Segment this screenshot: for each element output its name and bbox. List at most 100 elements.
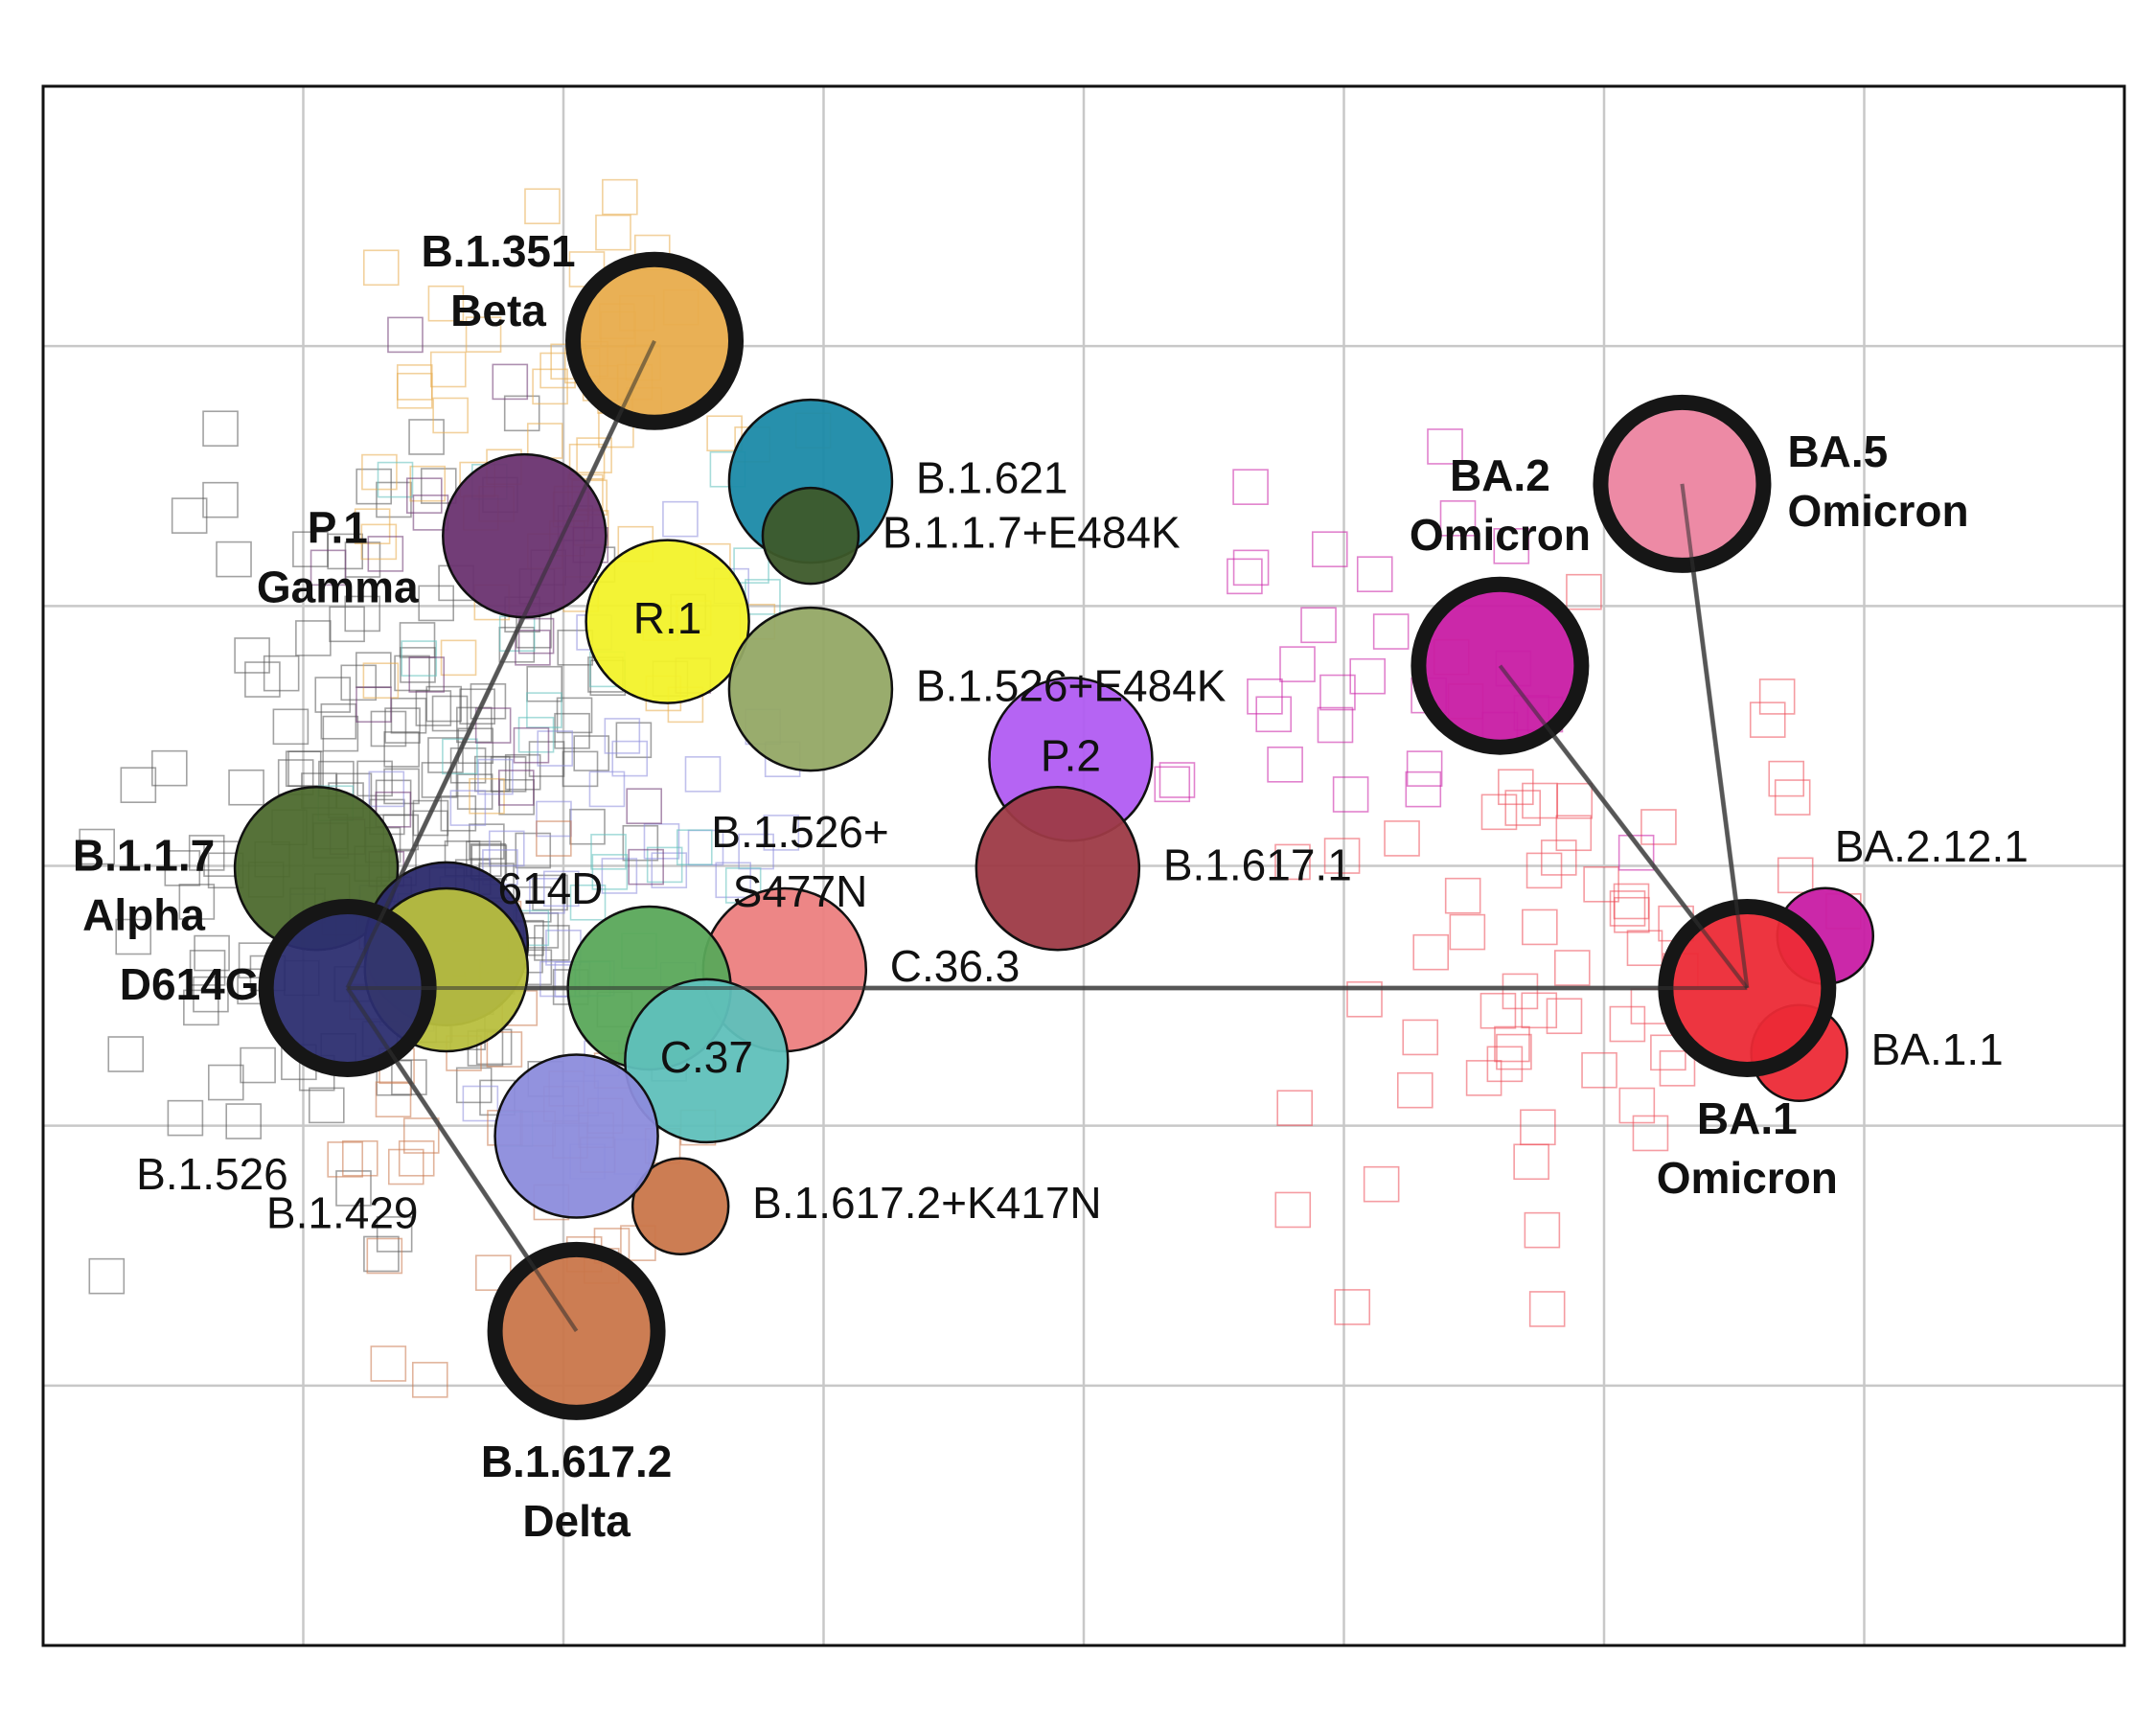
serum-square [1363, 1165, 1400, 1203]
label-b1351-0: B.1.351 [421, 226, 575, 276]
serum-square [420, 468, 457, 504]
serum-square [469, 777, 505, 815]
serum-square [88, 1257, 126, 1295]
serum-square [1758, 678, 1796, 715]
serum-square [1522, 782, 1558, 819]
serum-square [601, 858, 638, 894]
serum-square [488, 830, 525, 867]
serum-square [402, 1117, 440, 1154]
serum-square [427, 737, 464, 773]
serum-square [394, 655, 430, 692]
antigen-b117e484k [761, 486, 860, 586]
serum-square [314, 677, 352, 713]
serum-square [362, 662, 400, 699]
serum-square [595, 214, 631, 251]
label-p1-1: Gamma [257, 562, 419, 611]
serum-square [1626, 930, 1663, 967]
label-b1526s477n-1: S477N [733, 866, 868, 916]
serum-square [360, 523, 398, 561]
serum-square [1232, 469, 1269, 505]
serum-square [1522, 908, 1558, 946]
serum-square [356, 686, 392, 724]
serum-square [1405, 770, 1442, 808]
serum-square [470, 682, 507, 720]
serum-square [189, 950, 226, 986]
antigen-b1617k [631, 1157, 730, 1255]
label-b117-1: Alpha [82, 889, 205, 939]
serum-square [1524, 1211, 1561, 1249]
serum-square [327, 1141, 364, 1178]
serum-square [490, 756, 527, 793]
label-b1351-1: Beta [450, 286, 546, 335]
serum-square [356, 468, 392, 505]
serum-square [1618, 1087, 1656, 1124]
connector-overlay-d614g-b16172 [345, 986, 579, 1332]
serum-square [1521, 992, 1558, 1029]
serum-square [456, 706, 493, 744]
serum-square [1372, 613, 1410, 650]
serum-square [706, 415, 743, 452]
serum-square [537, 730, 574, 767]
label-ba5-0: BA.5 [1787, 426, 1888, 476]
serum-square [626, 788, 663, 824]
antigen-b1526e484k [727, 606, 894, 772]
serum-square [611, 740, 649, 777]
label-b1526s477n-0: B.1.526+ [711, 807, 888, 857]
serum-square [532, 368, 568, 405]
serum-square [1617, 834, 1655, 871]
serum-square [1439, 500, 1477, 537]
serum-square [1583, 865, 1619, 903]
serum-square [1349, 657, 1387, 695]
label-ba1-0: BA.1 [1697, 1093, 1798, 1143]
serum-square [1502, 973, 1539, 1010]
serum-square [107, 1036, 145, 1072]
serum-square [1406, 750, 1443, 787]
serum-square [1659, 1050, 1696, 1087]
serum-square [1486, 1046, 1524, 1083]
serum-square [477, 758, 514, 795]
serum-square [1319, 674, 1356, 711]
serum-square [1777, 857, 1814, 894]
serum-square [628, 848, 664, 886]
serum-square [1158, 762, 1196, 798]
serum-square [542, 870, 580, 908]
serum-square [1317, 706, 1354, 744]
serum-square [536, 800, 572, 838]
serum-square [556, 697, 593, 734]
serum-square [432, 397, 469, 434]
label-d614g-0: D614G [120, 959, 260, 1009]
serum-square [194, 934, 230, 972]
connector-overlay-ba1-ba2 [1498, 664, 1749, 990]
serum-square [411, 1362, 448, 1398]
serum-square [590, 834, 627, 870]
plot-frame [41, 84, 2126, 1647]
serum-square [1402, 1019, 1439, 1056]
serum-square [465, 316, 502, 353]
serum-square [1540, 840, 1577, 876]
serum-square [662, 500, 699, 538]
serum-square [1274, 1191, 1312, 1229]
serum-square [1323, 838, 1361, 874]
serum-square [244, 661, 281, 698]
serum-square [178, 884, 216, 920]
serum-square [1555, 815, 1593, 852]
serum-square [362, 249, 400, 287]
serum-square [1493, 528, 1530, 564]
serum-square [492, 363, 529, 401]
serum-square [1154, 766, 1191, 803]
serum-square [415, 690, 452, 726]
serum-square [604, 718, 641, 754]
serum-square [602, 178, 638, 216]
serum-square [1749, 702, 1786, 738]
serum-square [1396, 1071, 1434, 1109]
serum-square [188, 835, 225, 871]
serum-square [1520, 1109, 1556, 1146]
serum-square [1232, 549, 1270, 586]
serum-square [1494, 1025, 1530, 1063]
serum-square [202, 410, 239, 448]
serum-square [263, 655, 300, 692]
serum-square [684, 756, 722, 793]
serum-square [322, 715, 359, 752]
serum-square [455, 1067, 493, 1104]
serum-square [504, 753, 541, 791]
